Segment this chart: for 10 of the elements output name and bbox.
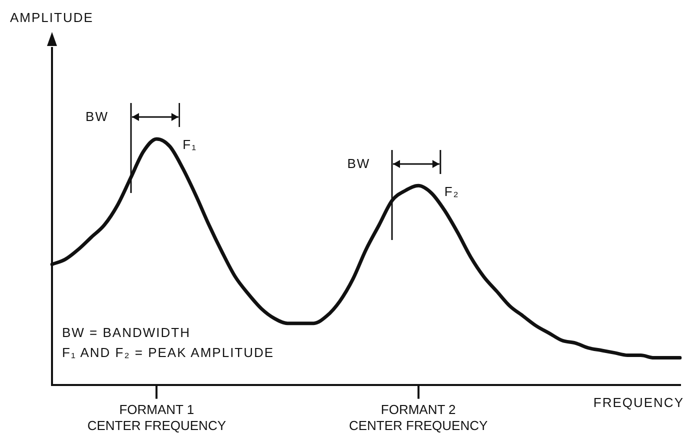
text: AMPLITUDE — [10, 10, 94, 25]
annotation: F₁ — [182, 136, 197, 152]
annotation: F₂ — [444, 184, 460, 199]
x-tick-label: FORMANT 2 CENTER FREQUENCY — [348, 402, 488, 433]
annotation: F₁ AND F₂ = PEAK AMPLITUDE — [62, 344, 274, 360]
x-tick-label: FORMANT 1 CENTER FREQUENCY — [87, 402, 226, 433]
annotation: BW = BANDWIDTH — [62, 324, 190, 340]
x-axis-title: FREQUENCY — [593, 394, 684, 410]
text: BW — [86, 108, 108, 124]
annotation: BW — [347, 156, 370, 171]
